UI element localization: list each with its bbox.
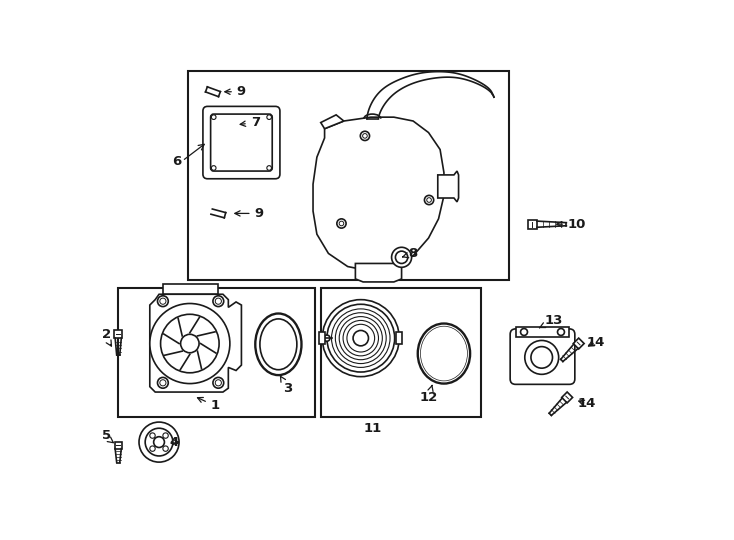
Polygon shape	[321, 115, 344, 129]
Circle shape	[332, 309, 390, 367]
Circle shape	[319, 126, 438, 247]
Text: 5: 5	[102, 429, 112, 442]
Text: 4: 4	[170, 436, 179, 449]
Circle shape	[520, 328, 528, 335]
Bar	[187, 71, 509, 280]
Circle shape	[324, 335, 330, 341]
Text: 2: 2	[102, 328, 112, 341]
Polygon shape	[528, 220, 537, 229]
Circle shape	[163, 446, 168, 451]
Text: 8: 8	[403, 247, 418, 260]
Circle shape	[158, 296, 168, 307]
Text: 7: 7	[240, 116, 260, 129]
Ellipse shape	[423, 329, 465, 378]
Ellipse shape	[260, 319, 297, 370]
Circle shape	[339, 316, 382, 360]
Circle shape	[338, 146, 418, 226]
Circle shape	[215, 380, 222, 386]
Text: 9: 9	[235, 207, 264, 220]
Circle shape	[360, 131, 369, 140]
Ellipse shape	[418, 323, 470, 383]
Polygon shape	[355, 264, 401, 282]
Circle shape	[322, 300, 399, 377]
Circle shape	[353, 330, 368, 346]
Polygon shape	[163, 284, 218, 294]
Text: 10: 10	[556, 218, 586, 231]
Bar	[118, 288, 315, 417]
Text: 12: 12	[419, 385, 437, 404]
Bar	[516, 327, 569, 338]
Polygon shape	[573, 338, 584, 349]
Polygon shape	[437, 171, 459, 202]
Bar	[321, 288, 481, 417]
Ellipse shape	[255, 314, 302, 375]
Text: 1: 1	[197, 397, 219, 413]
Bar	[396, 332, 402, 345]
Circle shape	[150, 433, 155, 438]
Circle shape	[363, 133, 367, 138]
FancyBboxPatch shape	[211, 114, 272, 171]
Text: 6: 6	[172, 154, 181, 167]
Circle shape	[158, 377, 168, 388]
Polygon shape	[150, 294, 241, 392]
FancyBboxPatch shape	[203, 106, 280, 179]
FancyBboxPatch shape	[510, 329, 575, 384]
Circle shape	[181, 334, 199, 353]
Polygon shape	[562, 392, 573, 403]
Circle shape	[213, 377, 224, 388]
Circle shape	[327, 304, 395, 372]
Circle shape	[426, 198, 432, 202]
Circle shape	[267, 166, 272, 170]
Circle shape	[339, 221, 344, 226]
Circle shape	[161, 314, 219, 373]
Circle shape	[525, 340, 559, 374]
Circle shape	[153, 437, 164, 448]
Circle shape	[215, 298, 222, 304]
Text: 3: 3	[280, 376, 292, 395]
Circle shape	[163, 433, 168, 438]
Polygon shape	[115, 442, 122, 449]
Circle shape	[335, 313, 386, 363]
Circle shape	[150, 303, 230, 383]
Circle shape	[150, 446, 155, 451]
Circle shape	[337, 219, 346, 228]
Polygon shape	[313, 117, 444, 271]
Circle shape	[343, 320, 379, 356]
Text: 14: 14	[586, 335, 605, 348]
Text: 11: 11	[364, 422, 382, 435]
Circle shape	[531, 347, 553, 368]
Circle shape	[211, 115, 216, 119]
Circle shape	[267, 115, 272, 119]
Circle shape	[211, 166, 216, 170]
Text: 14: 14	[577, 397, 595, 410]
Text: 9: 9	[225, 85, 246, 98]
Text: 13: 13	[539, 314, 563, 328]
Ellipse shape	[421, 326, 468, 381]
Circle shape	[213, 296, 224, 307]
Circle shape	[424, 195, 434, 205]
Circle shape	[391, 247, 412, 267]
Polygon shape	[115, 330, 122, 338]
Circle shape	[145, 428, 173, 456]
Circle shape	[396, 251, 408, 264]
Circle shape	[347, 325, 374, 352]
Circle shape	[558, 328, 564, 335]
Circle shape	[160, 298, 166, 304]
Circle shape	[160, 380, 166, 386]
Circle shape	[139, 422, 179, 462]
Bar	[319, 332, 325, 345]
Circle shape	[330, 138, 427, 235]
